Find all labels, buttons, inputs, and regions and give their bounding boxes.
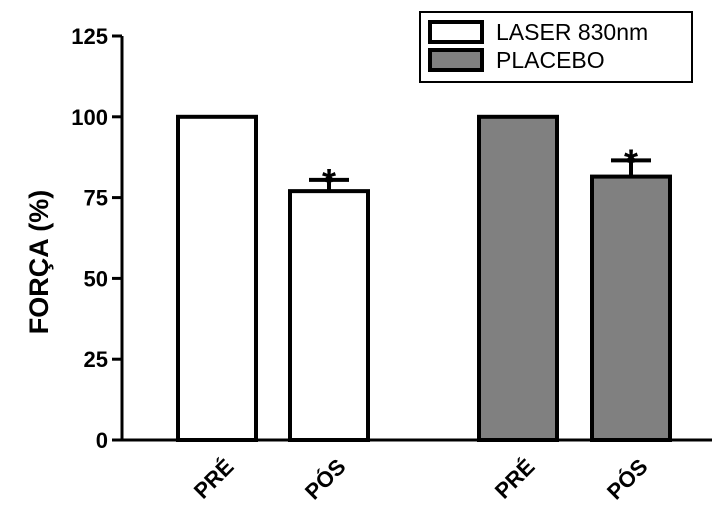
legend-swatch <box>428 48 484 72</box>
x-tick-label: PÓS <box>602 454 653 505</box>
x-tick-label: PÓS <box>300 454 351 505</box>
bar <box>477 114 559 443</box>
y-tick-label: 0 <box>96 428 108 453</box>
y-tick-label: 100 <box>71 105 108 130</box>
y-tick-label: 75 <box>84 186 108 211</box>
bar <box>590 174 672 442</box>
y-axis-label: FORÇA (%) <box>24 190 54 334</box>
x-tick-label: PRÉ <box>490 454 540 504</box>
legend-swatch <box>428 20 484 44</box>
legend-label: LASER 830nm <box>496 19 648 45</box>
bar <box>176 114 258 443</box>
x-tick-label: PRÉ <box>189 454 239 504</box>
y-tick-label: 125 <box>71 24 108 49</box>
bar <box>288 189 370 442</box>
significance-marker: * <box>624 141 638 182</box>
y-tick-label: 50 <box>84 266 108 291</box>
y-tick-label: 25 <box>84 347 108 372</box>
bars-layer: * * <box>176 114 672 443</box>
significance-marker: * <box>322 161 336 202</box>
legend-label: PLACEBO <box>496 47 605 73</box>
